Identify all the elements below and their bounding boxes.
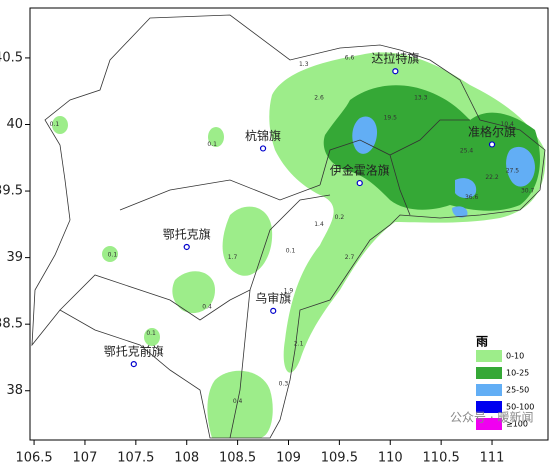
- station-value: 0.1: [108, 251, 118, 258]
- city-name: 鄂托克前旗: [104, 344, 164, 359]
- station-value: 2.7: [345, 254, 355, 261]
- rain-10-25: [323, 85, 540, 211]
- city-name: 伊金霍洛旗: [330, 163, 390, 178]
- watermark: 公众号 · 暖新闻: [450, 410, 533, 425]
- city-name: 准格尔旗: [468, 124, 516, 139]
- station-value: 22.2: [485, 174, 499, 181]
- rain-0-10: [208, 127, 224, 147]
- region-outline: [31, 14, 546, 439]
- station-value: 0.4: [202, 303, 212, 310]
- x-tick-label: 110: [378, 451, 403, 466]
- x-tick-label: 107: [73, 451, 98, 466]
- station-value: 25.4: [460, 148, 474, 155]
- station-value: 0.2: [335, 214, 345, 221]
- legend-title: 雨: [476, 335, 488, 349]
- station-values: 0.1 0.1 0.1 0.1 0.4 1.7 0.1 1.9 2.1 0.3 0.4 1.4 0.2 2…: [50, 54, 535, 404]
- station-value: 19.5: [384, 114, 398, 121]
- station-value: 1.3: [299, 61, 309, 68]
- x-tick-label: 108.5: [219, 451, 256, 466]
- x-tick-label: 111: [480, 451, 505, 466]
- y-tick-label: 40.5: [0, 50, 23, 65]
- rain-0-10: [207, 370, 273, 438]
- station-value: 0.3: [279, 381, 289, 388]
- x-tick-label: 109: [276, 451, 301, 466]
- station-value: 2.6: [314, 94, 324, 101]
- station-value: 13.3: [414, 94, 428, 101]
- station-value: 27.5: [506, 168, 520, 175]
- station-value: 0.1: [286, 247, 296, 254]
- rain-25-50: [506, 146, 535, 187]
- station-value: 0.1: [207, 141, 217, 148]
- city-marker: [356, 179, 363, 187]
- station-value: 2.1: [294, 341, 304, 348]
- x-tick-label: 106.5: [15, 451, 52, 466]
- y-tick-label: 40: [6, 117, 23, 132]
- x-tick-label: 109.5: [321, 451, 358, 466]
- city-name: 杭锦旗: [245, 128, 281, 143]
- legend-swatch: [476, 384, 502, 396]
- legend-swatch: [476, 418, 502, 430]
- city-marker: [270, 307, 277, 314]
- legend: 雨 0-10 10-25 25-50 50-100 ≥100: [470, 330, 546, 438]
- station-value: 10.4: [501, 121, 515, 128]
- city-name: 鄂托克旗: [163, 226, 211, 241]
- station-value: 1.4: [314, 221, 324, 228]
- y-tick-label: 38.5: [0, 317, 23, 332]
- legend-swatch: [476, 367, 502, 379]
- station-value: 1.7: [228, 254, 238, 261]
- station-value: 0.4: [233, 398, 243, 405]
- district-line: [119, 179, 321, 211]
- rain-25-50: [452, 178, 477, 218]
- y-tick-label: 38: [6, 383, 23, 398]
- legend-label: 0-10: [506, 352, 524, 361]
- y-tick-label: 39.5: [0, 184, 23, 199]
- city-marker: [130, 361, 137, 368]
- city-marker: [183, 243, 190, 251]
- city-marker: [392, 68, 399, 75]
- rain-0-10: [222, 206, 273, 276]
- rain-0-10: [52, 116, 68, 134]
- station-value: 0.1: [146, 330, 156, 337]
- boundaries: [31, 14, 546, 439]
- legend-label: 25-50: [506, 386, 529, 395]
- city-marker: [488, 141, 496, 148]
- x-tick-label: 107.5: [117, 451, 154, 466]
- y-tick-label: 39: [6, 250, 23, 265]
- legend-label: 50-100: [506, 403, 534, 412]
- city-marker: [259, 145, 267, 152]
- station-value: 0.1: [50, 121, 60, 128]
- legend-label: 10-25: [506, 369, 529, 378]
- rain-areas: [52, 52, 546, 438]
- station-value: 36.6: [465, 194, 479, 201]
- rain-25-50: [352, 116, 378, 154]
- district-line: [319, 119, 470, 216]
- axes: 106.5 107 107.5 108 108.5 109 109.5 110 110.5 111…: [0, 50, 504, 465]
- city-name: 乌审旗: [255, 290, 291, 305]
- district-line: [229, 289, 251, 439]
- legend-swatch: [476, 350, 502, 362]
- x-tick-label: 108: [174, 451, 199, 466]
- rain-0-10: [144, 328, 160, 346]
- rain-0-10: [102, 246, 118, 262]
- city-name: 达拉特旗: [371, 51, 419, 66]
- district-line: [59, 194, 331, 321]
- x-tick-label: 110.5: [423, 451, 460, 466]
- station-value: 30.7: [521, 188, 535, 195]
- station-value: 1.9: [284, 287, 294, 294]
- legend-label: ≥100: [506, 420, 528, 429]
- legend-swatch: [476, 401, 502, 413]
- station-value: 6.6: [345, 54, 355, 61]
- rain-0-10: [172, 271, 215, 314]
